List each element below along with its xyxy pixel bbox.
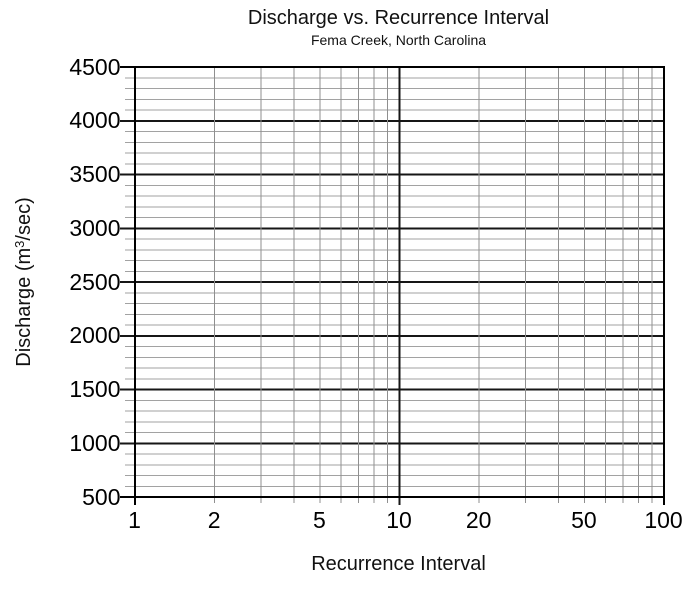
y-tick-label: 500 [82,483,121,510]
y-tick-label: 2000 [69,322,121,349]
x-tick-label: 1 [128,507,141,533]
x-axis-label: Recurrence Interval [311,553,486,575]
x-tick-label: 10 [386,507,412,533]
chart-title: Discharge vs. Recurrence Interval [247,7,550,29]
grid-canvas [119,65,665,505]
y-axis-label-superscript: 3 [12,240,27,248]
x-tick-label: 100 [644,507,683,533]
y-axis-label-pre: Discharge (m [13,247,35,367]
x-tick-label: 50 [571,507,597,533]
plot-frame [133,65,665,498]
chart-subtitle: Fema Creek, North Carolina [310,32,487,48]
plot-area [119,65,665,505]
x-tick-label: 5 [312,507,326,533]
x-tick-label: 20 [465,507,492,533]
x-tick-label: 2 [207,507,221,533]
y-tick-label: 2500 [69,268,121,295]
y-tick-label: 3500 [69,161,121,187]
y-tick-label: 4000 [69,107,121,134]
y-tick-label: 1000 [69,429,121,456]
y-tick-label: 4500 [69,53,121,80]
y-tick-label: 3000 [69,214,121,241]
y-tick-label: 1500 [69,376,121,402]
